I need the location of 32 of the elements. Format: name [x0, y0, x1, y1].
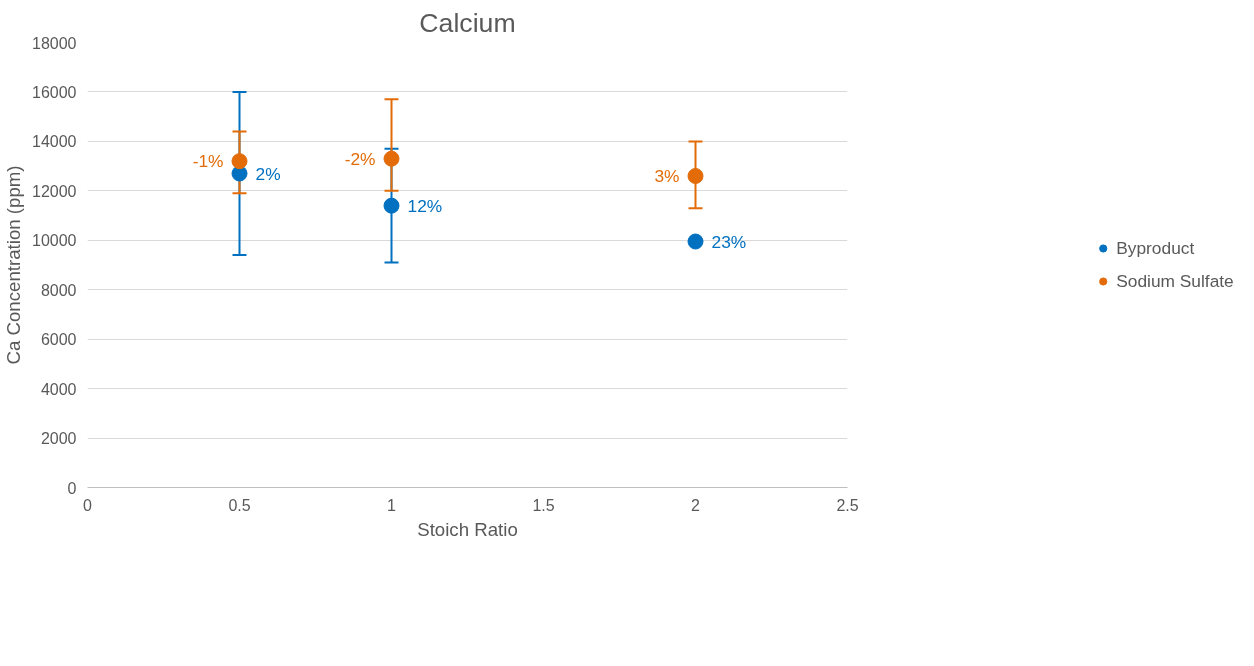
annotation: -2%: [344, 148, 376, 169]
x-tick-label: 2: [691, 496, 701, 514]
y-tick-label: 2000: [40, 430, 77, 448]
x-tick-label: 0.5: [228, 496, 251, 514]
chart-title: Calcium: [419, 7, 516, 38]
x-tick-label: 2.5: [836, 496, 859, 514]
legend-label: Sodium Sulfate: [1116, 270, 1234, 292]
x-tick-label: 0: [83, 496, 93, 514]
y-tick-label: 12000: [32, 182, 77, 200]
y-tick-label: 16000: [32, 83, 77, 101]
y-tick-label: 4000: [40, 380, 77, 398]
x-tick-label: 1.5: [532, 496, 555, 514]
point: [383, 197, 400, 214]
point: [383, 150, 400, 167]
y-tick-label: 0: [67, 479, 77, 497]
y-tick-label: 6000: [40, 331, 77, 349]
y-tick-label: 8000: [40, 281, 77, 299]
annotation: 12%: [407, 195, 443, 216]
y-tick-label: 18000: [32, 34, 77, 52]
legend-label: Byproduct: [1116, 237, 1195, 259]
x-tick-label: 1: [387, 496, 397, 514]
annotation: 2%: [255, 163, 281, 184]
x-axis-title: Stoich Ratio: [417, 518, 518, 540]
point: [687, 168, 704, 184]
y-tick-label: 14000: [32, 133, 77, 151]
y-axis-title: Ca Concentration (ppm): [3, 165, 25, 365]
annotation: 23%: [711, 231, 747, 252]
annotation: 3%: [654, 166, 680, 186]
point: [231, 153, 248, 170]
point: [687, 233, 704, 250]
annotation: -1%: [192, 151, 224, 172]
y-tick-label: 10000: [32, 232, 77, 250]
